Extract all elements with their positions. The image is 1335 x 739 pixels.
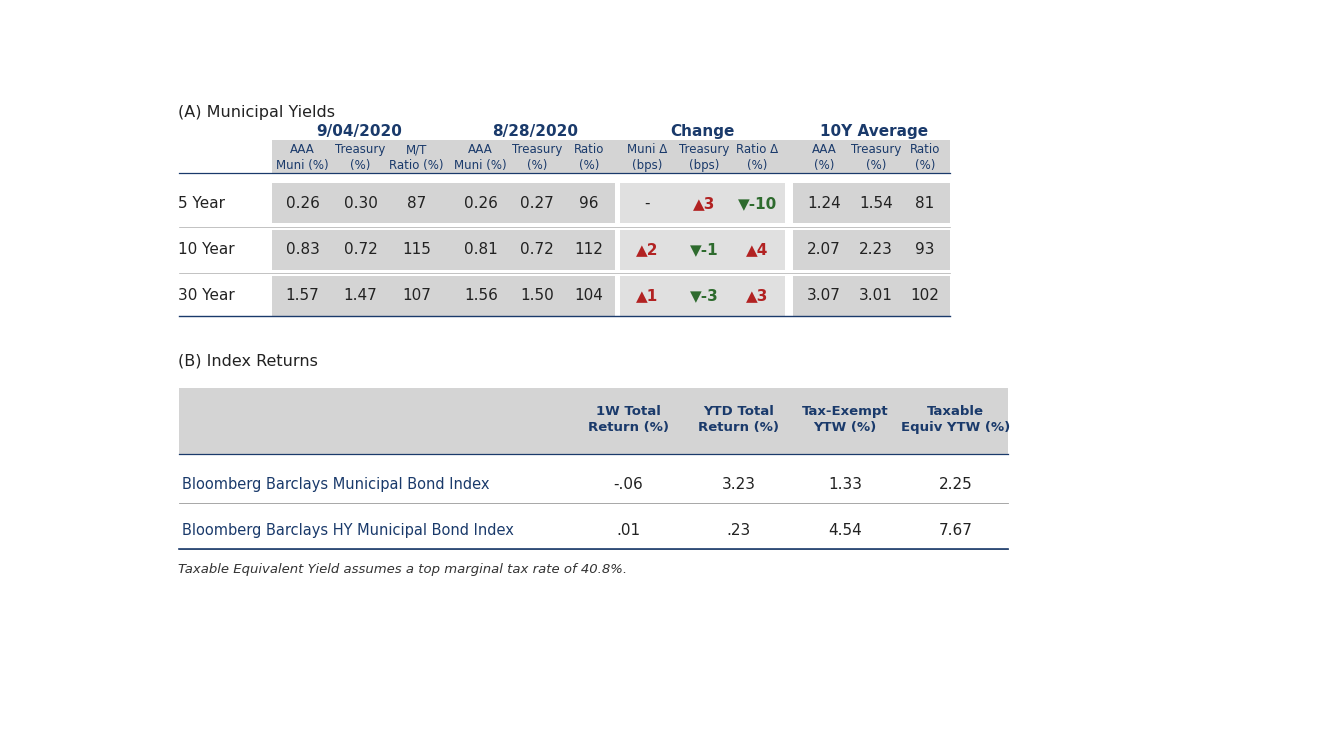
Text: 3.23: 3.23 (722, 477, 756, 492)
Text: 0.81: 0.81 (463, 242, 498, 257)
Text: 3.01: 3.01 (858, 288, 893, 303)
Text: 3.07: 3.07 (808, 288, 841, 303)
Text: Change: Change (670, 124, 734, 139)
Text: 1.54: 1.54 (860, 196, 893, 211)
Text: 102: 102 (910, 288, 940, 303)
Text: 81: 81 (916, 196, 934, 211)
Text: 2.25: 2.25 (939, 477, 973, 492)
Bar (271, 140, 949, 173)
Text: M/T: M/T (406, 143, 427, 157)
Text: 8/28/2020: 8/28/2020 (493, 124, 578, 139)
Text: 104: 104 (575, 288, 603, 303)
Text: .01: .01 (615, 523, 639, 538)
Text: Equiv YTW (%): Equiv YTW (%) (901, 420, 1011, 434)
Text: Ratio Δ: Ratio Δ (737, 143, 778, 157)
Bar (793, 276, 949, 316)
Text: ▲2: ▲2 (635, 242, 658, 257)
Text: Return (%): Return (%) (698, 420, 780, 434)
Text: Tax-Exempt: Tax-Exempt (802, 405, 888, 418)
Text: Ratio: Ratio (909, 143, 940, 157)
Text: Taxable Equivalent Yield assumes a top marginal tax rate of 40.8%.: Taxable Equivalent Yield assumes a top m… (179, 563, 627, 576)
Text: 87: 87 (407, 196, 426, 211)
Text: 0.30: 0.30 (343, 196, 378, 211)
Text: ▲3: ▲3 (693, 196, 716, 211)
Text: 107: 107 (402, 288, 431, 303)
Text: ▼-1: ▼-1 (690, 242, 718, 257)
Text: 9/04/2020: 9/04/2020 (316, 124, 402, 139)
Text: Return (%): Return (%) (587, 420, 669, 434)
Text: 1.24: 1.24 (808, 196, 841, 211)
Text: Ratio (%): Ratio (%) (390, 159, 443, 171)
Text: ▲1: ▲1 (637, 288, 658, 303)
Text: (%): (%) (748, 159, 768, 171)
Text: Taxable: Taxable (928, 405, 984, 418)
Text: 4.54: 4.54 (828, 523, 862, 538)
Text: AAA: AAA (812, 143, 837, 157)
Text: YTW (%): YTW (%) (813, 420, 877, 434)
Text: 0.26: 0.26 (286, 196, 319, 211)
Text: Bloomberg Barclays Municipal Bond Index: Bloomberg Barclays Municipal Bond Index (183, 477, 490, 492)
Text: -: - (645, 196, 650, 211)
Text: 2.23: 2.23 (858, 242, 893, 257)
Text: (%): (%) (350, 159, 371, 171)
Text: AAA: AAA (290, 143, 315, 157)
Text: 0.27: 0.27 (521, 196, 554, 211)
Text: (A) Municipal Yields: (A) Municipal Yields (179, 105, 335, 120)
Text: (B) Index Returns: (B) Index Returns (179, 353, 318, 369)
Text: Treasury: Treasury (678, 143, 729, 157)
Text: 1W Total: 1W Total (595, 405, 661, 418)
Text: (%): (%) (914, 159, 934, 171)
Text: 112: 112 (575, 242, 603, 257)
Text: 1.47: 1.47 (343, 288, 378, 303)
Bar (793, 230, 949, 270)
Text: 115: 115 (402, 242, 431, 257)
Text: AAA: AAA (469, 143, 493, 157)
Bar (621, 183, 785, 223)
Bar (271, 183, 615, 223)
Text: 10Y Average: 10Y Average (821, 124, 929, 139)
Text: (bps): (bps) (633, 159, 662, 171)
Bar (271, 230, 615, 270)
Text: 1.50: 1.50 (521, 288, 554, 303)
Text: Muni (%): Muni (%) (276, 159, 328, 171)
Text: (%): (%) (866, 159, 886, 171)
Bar (793, 183, 949, 223)
Text: 10 Year: 10 Year (179, 242, 235, 257)
Bar (621, 230, 785, 270)
Bar (179, 388, 1008, 454)
Text: (%): (%) (579, 159, 599, 171)
Text: ▲4: ▲4 (746, 242, 769, 257)
Text: 30 Year: 30 Year (179, 288, 235, 303)
Text: Treasury: Treasury (513, 143, 562, 157)
Text: 5 Year: 5 Year (179, 196, 226, 211)
Text: ▼-3: ▼-3 (690, 288, 718, 303)
Text: Treasury: Treasury (850, 143, 901, 157)
Text: Muni (%): Muni (%) (454, 159, 507, 171)
Text: YTD Total: YTD Total (704, 405, 774, 418)
Text: 7.67: 7.67 (939, 523, 973, 538)
Text: 93: 93 (914, 242, 934, 257)
Text: 96: 96 (579, 196, 599, 211)
Text: 2.07: 2.07 (808, 242, 841, 257)
Text: (bps): (bps) (689, 159, 720, 171)
Text: Ratio: Ratio (574, 143, 605, 157)
Text: 1.57: 1.57 (286, 288, 319, 303)
Text: (%): (%) (527, 159, 547, 171)
Text: .23: .23 (726, 523, 752, 538)
Text: Treasury: Treasury (335, 143, 386, 157)
Text: -.06: -.06 (613, 477, 643, 492)
Bar (621, 276, 785, 316)
Text: Bloomberg Barclays HY Municipal Bond Index: Bloomberg Barclays HY Municipal Bond Ind… (183, 523, 514, 538)
Text: Muni Δ: Muni Δ (627, 143, 668, 157)
Text: ▼-10: ▼-10 (738, 196, 777, 211)
Text: 0.72: 0.72 (521, 242, 554, 257)
Text: (%): (%) (814, 159, 834, 171)
Text: 0.83: 0.83 (286, 242, 319, 257)
Text: 1.56: 1.56 (463, 288, 498, 303)
Text: 0.26: 0.26 (463, 196, 498, 211)
Text: ▲3: ▲3 (746, 288, 769, 303)
Bar (271, 276, 615, 316)
Text: 1.33: 1.33 (828, 477, 862, 492)
Text: 0.72: 0.72 (343, 242, 378, 257)
